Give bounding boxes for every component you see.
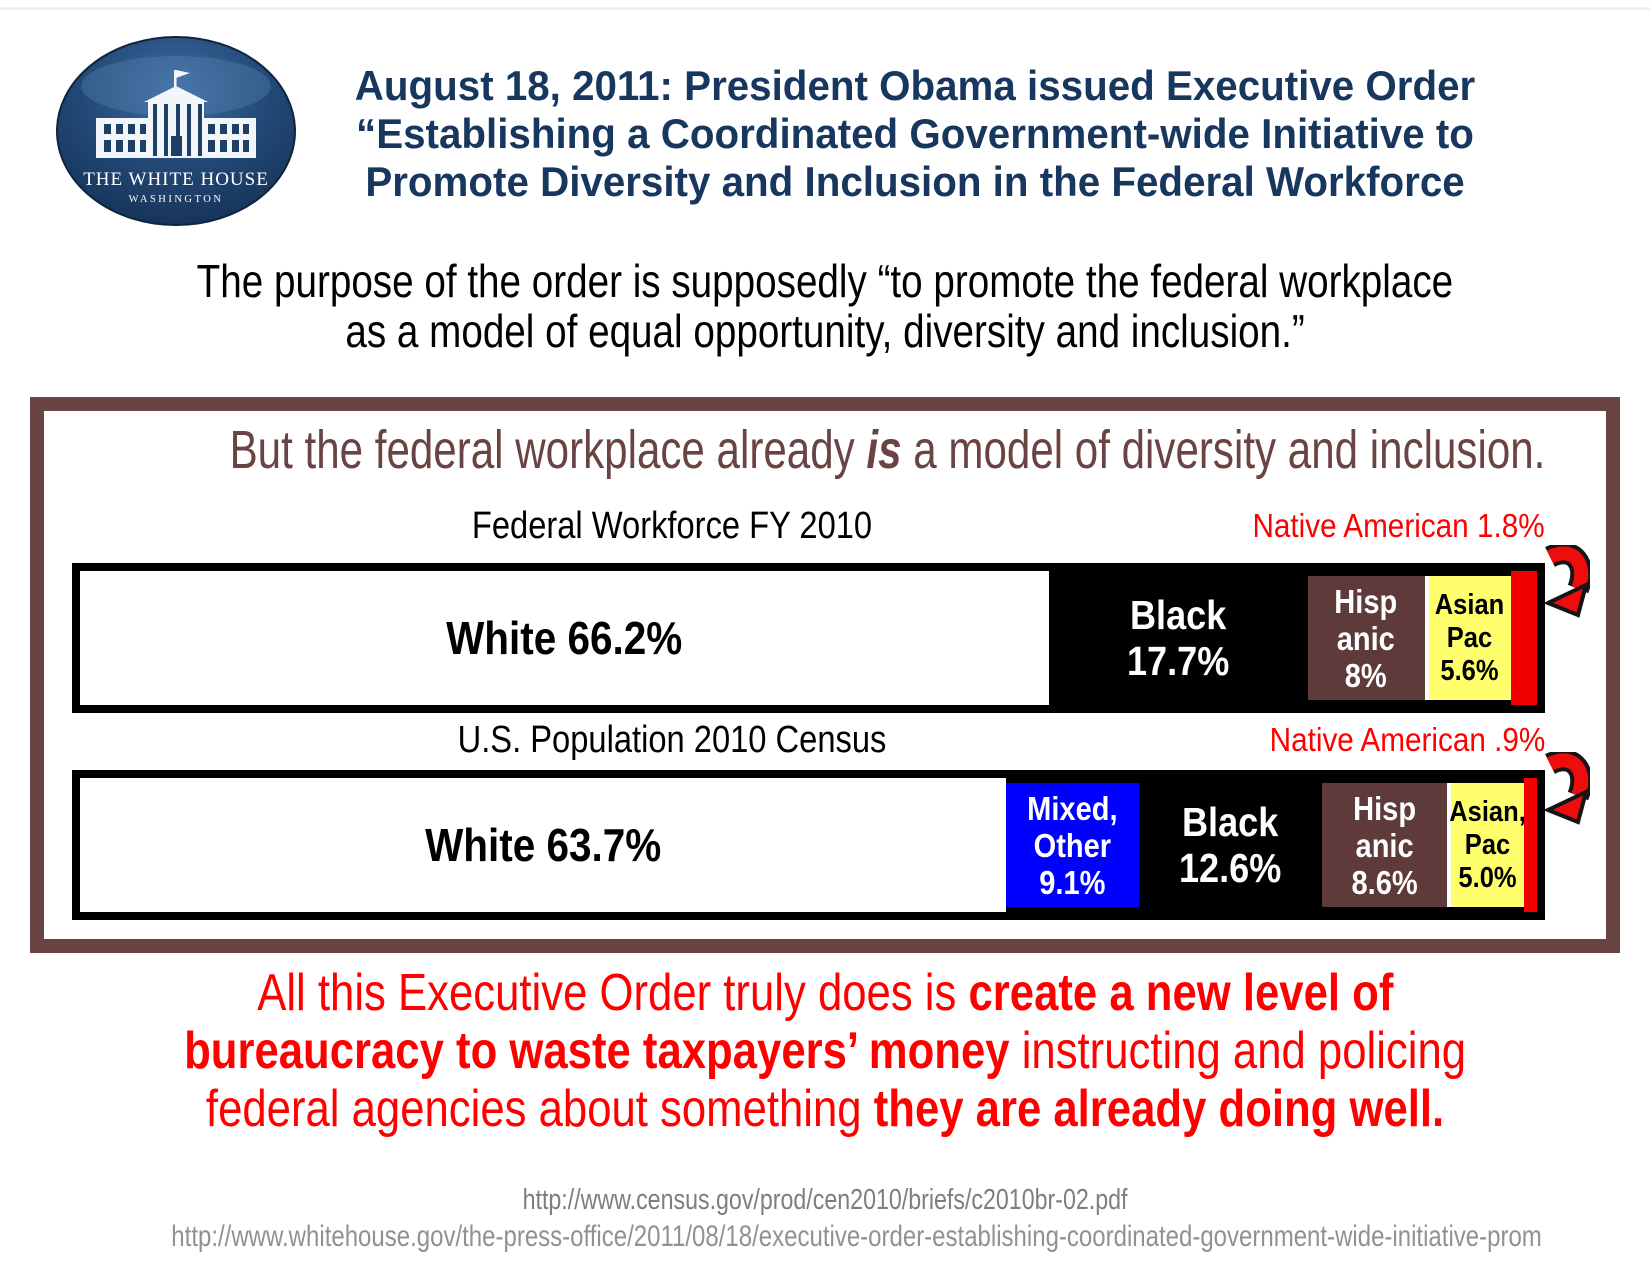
bar2-label-mixed-other: Mixed, Other 9.1% — [1027, 789, 1118, 901]
panel-heading-emphasis: is — [866, 420, 902, 480]
warning-text: All this Executive Order truly does is c… — [0, 964, 1650, 1138]
bar2-label-black: Black 12.6% — [1179, 799, 1282, 891]
bar2-segment-mixed-other: Mixed, Other 9.1% — [1006, 783, 1139, 907]
header-line-2: “Establishing a Coordinated Government-w… — [356, 110, 1474, 157]
chart-panel: But the federal workplace already is a m… — [30, 397, 1620, 953]
source-link-census: http://www.census.gov/prod/cen2010/brief… — [522, 1184, 1128, 1216]
chart2-callout-native-american: Native American .9% — [1269, 721, 1545, 758]
logo-subtitle: WASHINGTON — [129, 194, 224, 205]
panel-heading-post: a model of diversity and inclusion. — [901, 420, 1546, 480]
header-line-3: Promote Diversity and Inclusion in the F… — [365, 158, 1465, 205]
warning-line1-normal: All this Executive Order truly does is — [256, 964, 969, 1022]
bar-federal-workforce: White 66.2% Black 17.7% Hisp anic 8% Asi… — [72, 563, 1545, 713]
bar1-segment-native-american — [1510, 571, 1538, 705]
chart1-title: Federal Workforce FY 2010 — [471, 505, 873, 547]
bar2-segment-hispanic: Hisp anic 8.6% — [1322, 783, 1448, 907]
bar2-segment-asian-pacific: Asian, Pac 5.0% — [1447, 783, 1526, 907]
header-line-1: August 18, 2011: President Obama issued … — [354, 62, 1476, 109]
bar2-segment-native-american — [1523, 778, 1537, 912]
panel-heading-pre: But the federal workplace already — [229, 420, 867, 480]
whitehouse-seal-icon: THE WHITE HOUSE WASHINGTON — [56, 36, 296, 226]
curved-arrow-icon-census — [1543, 752, 1590, 825]
bar1-segment-black: Black 17.7% — [1048, 571, 1308, 705]
top-divider — [0, 7, 1650, 10]
bar2-label-hispanic: Hisp anic 8.6% — [1351, 789, 1418, 901]
purpose-line-2: as a model of equal opportunity, diversi… — [345, 305, 1305, 357]
curved-arrow-icon-federal — [1543, 545, 1590, 618]
bar1-label-asian-pacific: Asian Pac 5.6% — [1434, 588, 1505, 687]
bar1-label-white: White 66.2% — [446, 612, 683, 664]
warning-line3-normal: federal agencies about something — [205, 1080, 874, 1138]
warning-line2-bold: bureaucracy to waste taxpayers’ money — [184, 1022, 1010, 1080]
bar1-segment-hispanic: Hisp anic 8% — [1307, 576, 1425, 700]
bar1-label-hispanic: Hisp anic 8% — [1334, 582, 1398, 694]
warning-line1-bold: create a new level of — [968, 964, 1394, 1022]
bar1-segment-white: White 66.2% — [80, 571, 1049, 705]
bar2-segment-black: Black 12.6% — [1138, 778, 1323, 912]
warning-line3-bold: they are already doing well. — [873, 1080, 1445, 1138]
bar1-label-black: Black 17.7% — [1127, 592, 1230, 684]
warning-line2-normal: instructing and policing — [1009, 1022, 1466, 1080]
panel-heading: But the federal workplace already is a m… — [44, 421, 1606, 479]
logo-title: THE WHITE HOUSE — [83, 169, 269, 190]
bar-us-population: White 63.7% Mixed, Other 9.1% Black 12.6… — [72, 770, 1545, 920]
whitehouse-logo: THE WHITE HOUSE WASHINGTON — [52, 34, 300, 228]
purpose-line-1: The purpose of the order is supposedly “… — [196, 255, 1454, 307]
purpose-text: The purpose of the order is supposedly “… — [0, 256, 1650, 356]
chart1-label-row: Federal Workforce FY 2010 Native America… — [72, 505, 1545, 549]
source-link-whitehouse: http://www.whitehouse.gov/the-press-offi… — [171, 1220, 1542, 1253]
bar2-label-asian-pacific: Asian, Pac 5.0% — [1449, 795, 1526, 894]
header-title: August 18, 2011: President Obama issued … — [300, 62, 1530, 206]
chart2-label-row: U.S. Population 2010 Census Native Ameri… — [72, 719, 1545, 763]
bar2-segment-white: White 63.7% — [80, 778, 1007, 912]
bar1-segment-asian-pacific: Asian Pac 5.6% — [1424, 576, 1511, 700]
chart1-callout-native-american: Native American 1.8% — [1252, 507, 1545, 544]
chart2-title: U.S. Population 2010 Census — [457, 719, 887, 761]
bar2-label-white: White 63.7% — [425, 819, 662, 871]
